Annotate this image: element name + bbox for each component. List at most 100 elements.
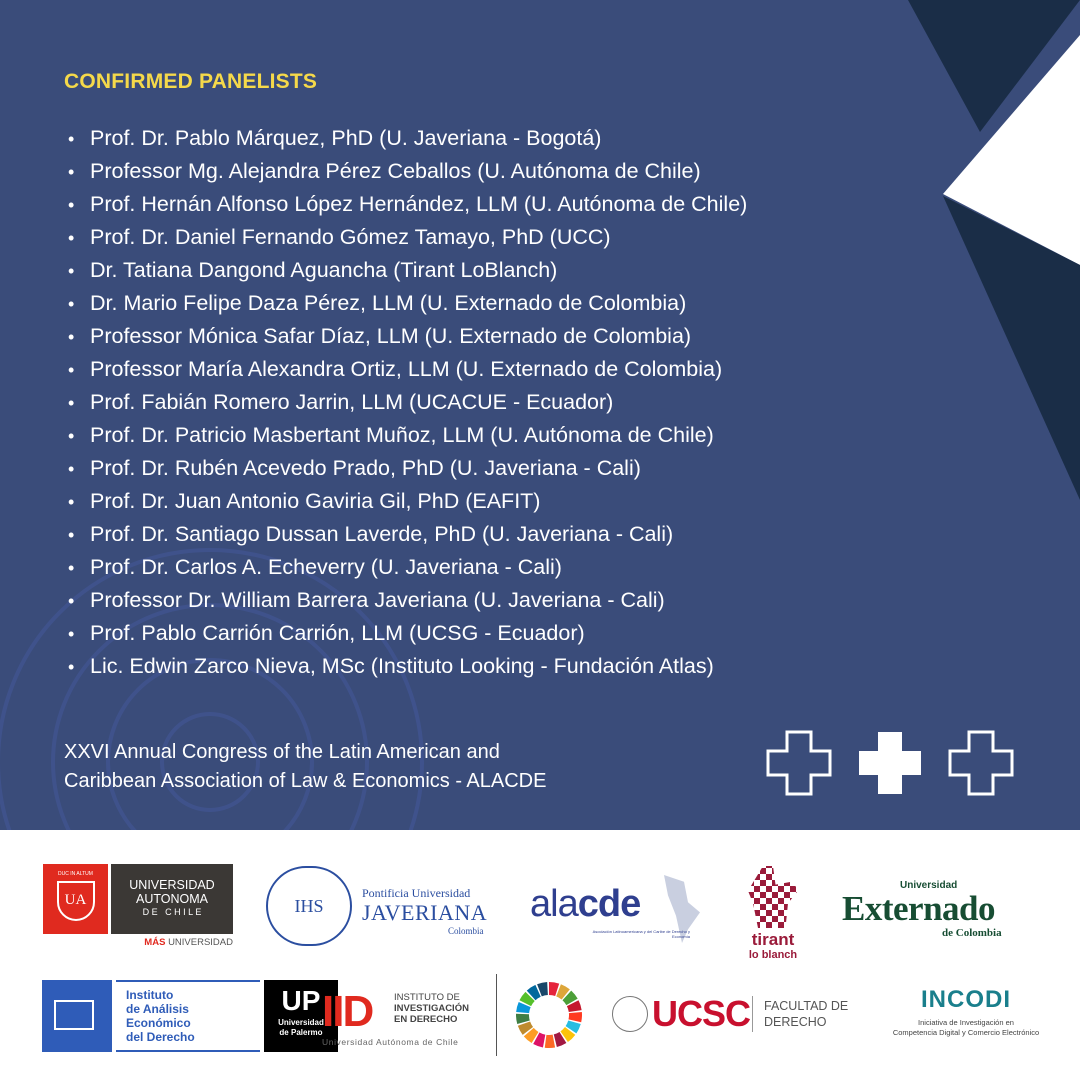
cross-outline-icon: [948, 730, 1014, 796]
javeriana-seal-icon: IHS: [266, 866, 352, 946]
logo-iid: IID INSTITUTO DE INVESTIGACIÓN EN DERECH…: [322, 990, 482, 1048]
ua-name: UNIVERSIDAD: [129, 878, 215, 892]
sdg-segment: [537, 982, 548, 997]
incodi-text: Iniciativa de Investigación en: [918, 1018, 1014, 1027]
iaed-text: Instituto: [126, 988, 174, 1002]
logo-alacde: alacde Asociación Latinoamericana y del …: [530, 875, 705, 945]
sdg-segment: [533, 1032, 546, 1048]
sdg-segment: [553, 1032, 567, 1048]
iid-text: IID: [322, 987, 374, 1036]
iid-text: EN DERECHO: [394, 1014, 458, 1025]
alacde-text: ala: [530, 883, 579, 925]
panelist-item: Prof. Dr. Juan Antonio Gaviria Gil, PhD …: [68, 485, 747, 518]
externado-text: Externado: [842, 889, 996, 928]
panelist-item: Prof. Fabián Romero Jarrin, LLM (UCACUE …: [68, 386, 747, 419]
sdg-segment: [562, 990, 578, 1006]
externado-text: de Colombia: [942, 927, 1002, 939]
panelist-item: Prof. Pablo Carrión Carrión, LLM (UCSG -…: [68, 617, 747, 650]
up-text: de Palermo: [279, 1028, 323, 1037]
sdg-segment: [516, 1001, 531, 1014]
logo-palermo: UP Universidad de Palermo: [264, 980, 338, 1052]
panelist-item: Prof. Dr. Rubén Acevedo Prado, PhD (U. J…: [68, 452, 747, 485]
sponsor-logos: DUC IN ALTUM UA UNIVERSIDAD AUTONOMA D E…: [0, 830, 1080, 1080]
iaed-text: de Análisis: [126, 1002, 189, 1016]
logo-tirant: tirant lo blanch: [738, 866, 808, 968]
sdg-segment: [560, 1027, 576, 1043]
sdg-segment: [565, 1020, 581, 1034]
sdg-segment: [544, 1034, 556, 1048]
congress-title: XXVI Annual Congress of the Latin Americ…: [64, 738, 546, 796]
up-text: Universidad: [278, 1018, 324, 1027]
ua-tag: MÁS: [144, 937, 166, 948]
scales-chart-icon: [42, 980, 112, 1052]
panelist-item: Professor María Alexandra Ortiz, LLM (U.…: [68, 353, 747, 386]
panelist-item: Professor Mónica Safar Díaz, LLM (U. Ext…: [68, 320, 747, 353]
sdg-segment: [516, 1013, 530, 1025]
dark-triangle-bottom: [943, 196, 1080, 500]
panelist-list: Prof. Dr. Pablo Márquez, PhD (U. Javeria…: [68, 122, 747, 683]
knight-horse-icon: [748, 866, 798, 928]
incodi-text: INCODI: [921, 986, 1011, 1013]
sdg-segment: [568, 1011, 582, 1023]
panelist-item: Prof. Dr. Santiago Dussan Laverde, PhD (…: [68, 518, 747, 551]
white-triangle: [943, 35, 1080, 265]
panelist-item: Dr. Tatiana Dangond Aguancha (Tirant LoB…: [68, 254, 747, 287]
panelist-item: Prof. Hernán Alfonso López Hernández, LL…: [68, 188, 747, 221]
panelist-item: Prof. Dr. Pablo Márquez, PhD (U. Javeria…: [68, 122, 747, 155]
sdg-wheel-icon: [516, 982, 582, 1048]
sdg-segment: [556, 984, 570, 1000]
ucsc-text: UCSC: [652, 993, 751, 1034]
sdg-segment: [517, 1021, 534, 1035]
javeriana-text: JAVERIANA: [362, 900, 488, 925]
iid-sub: Universidad Autónoma de Chile: [322, 1037, 459, 1047]
ua-shield-icon: UA: [56, 881, 95, 921]
cross-filled-icon: [859, 732, 921, 794]
cross-icons: [766, 730, 1014, 796]
ua-tag: UNIVERSIDAD: [168, 937, 233, 948]
tirant-text: tirant: [751, 930, 795, 949]
sdg-segment: [526, 984, 541, 1001]
congress-line: XXVI Annual Congress of the Latin Americ…: [64, 741, 500, 763]
ua-motto: DUC IN ALTUM: [58, 871, 93, 877]
logo-universidad-autonoma: DUC IN ALTUM UA UNIVERSIDAD AUTONOMA D E…: [43, 864, 233, 950]
alacde-sub: Asociación Latinoamericana y del Caribe …: [592, 929, 690, 939]
iid-text: INVESTIGACIÓN: [394, 1003, 469, 1014]
iid-text: INSTITUTO DE: [394, 992, 460, 1003]
sdg-segment: [549, 982, 560, 996]
logo-instituto-analisis: Instituto de Análisis Económico del Dere…: [42, 980, 338, 1052]
ua-name: D E C H I L E: [142, 907, 202, 917]
externado-text: Universidad: [900, 880, 958, 891]
dark-triangle-top: [908, 0, 1080, 132]
javeriana-text: Pontificia Universidad: [362, 886, 471, 900]
panelist-item: Professor Mg. Alejandra Pérez Ceballos (…: [68, 155, 747, 188]
sdg-segment: [519, 991, 535, 1007]
page-title: CONFIRMED PANELISTS: [64, 70, 318, 93]
panelist-item: Professor Dr. William Barrera Javeriana …: [68, 584, 747, 617]
ua-name: AUTONOMA: [136, 892, 208, 906]
tirant-text: lo blanch: [748, 949, 798, 961]
ucsc-text: DERECHO: [764, 1015, 827, 1029]
alacde-text: cde: [577, 883, 641, 925]
ucsc-text: FACULTAD DE: [764, 999, 849, 1013]
congress-line: Caribbean Association of Law & Economics…: [64, 770, 547, 792]
cross-outline-icon: [766, 730, 832, 796]
panelist-item: Lic. Edwin Zarco Nieva, MSc (Instituto L…: [68, 650, 747, 683]
iaed-text: del Derecho: [126, 1030, 195, 1044]
incodi-text: Competencia Digital y Comercio Electróni…: [892, 1028, 1040, 1037]
logo-ucsc: UCSC FACULTAD DE DERECHO: [612, 992, 862, 1038]
sdg-segment: [566, 1000, 582, 1013]
iaed-text: Económico: [126, 1016, 191, 1030]
panelists-section: CONFIRMED PANELISTS Prof. Dr. Pablo Márq…: [0, 0, 1080, 830]
logo-javeriana: IHS Pontificia Universidad JAVERIANA Col…: [266, 860, 496, 952]
panelist-item: Prof. Dr. Carlos A. Echeverry (U. Javeri…: [68, 551, 747, 584]
panelist-item: Prof. Dr. Daniel Fernando Gómez Tamayo, …: [68, 221, 747, 254]
logo-incodi: INCODI Iniciativa de Investigación en Co…: [880, 986, 1052, 1038]
javeriana-text: Colombia: [448, 926, 484, 936]
divider: [496, 974, 497, 1056]
background-decoration: [0, 0, 1080, 830]
up-text: UP: [281, 985, 321, 1016]
panelist-item: Prof. Dr. Patricio Masbertant Muñoz, LLM…: [68, 419, 747, 452]
panelist-item: Dr. Mario Felipe Daza Pérez, LLM (U. Ext…: [68, 287, 747, 320]
sdg-segment: [523, 1027, 539, 1044]
ucsc-seal-icon: [612, 996, 648, 1032]
